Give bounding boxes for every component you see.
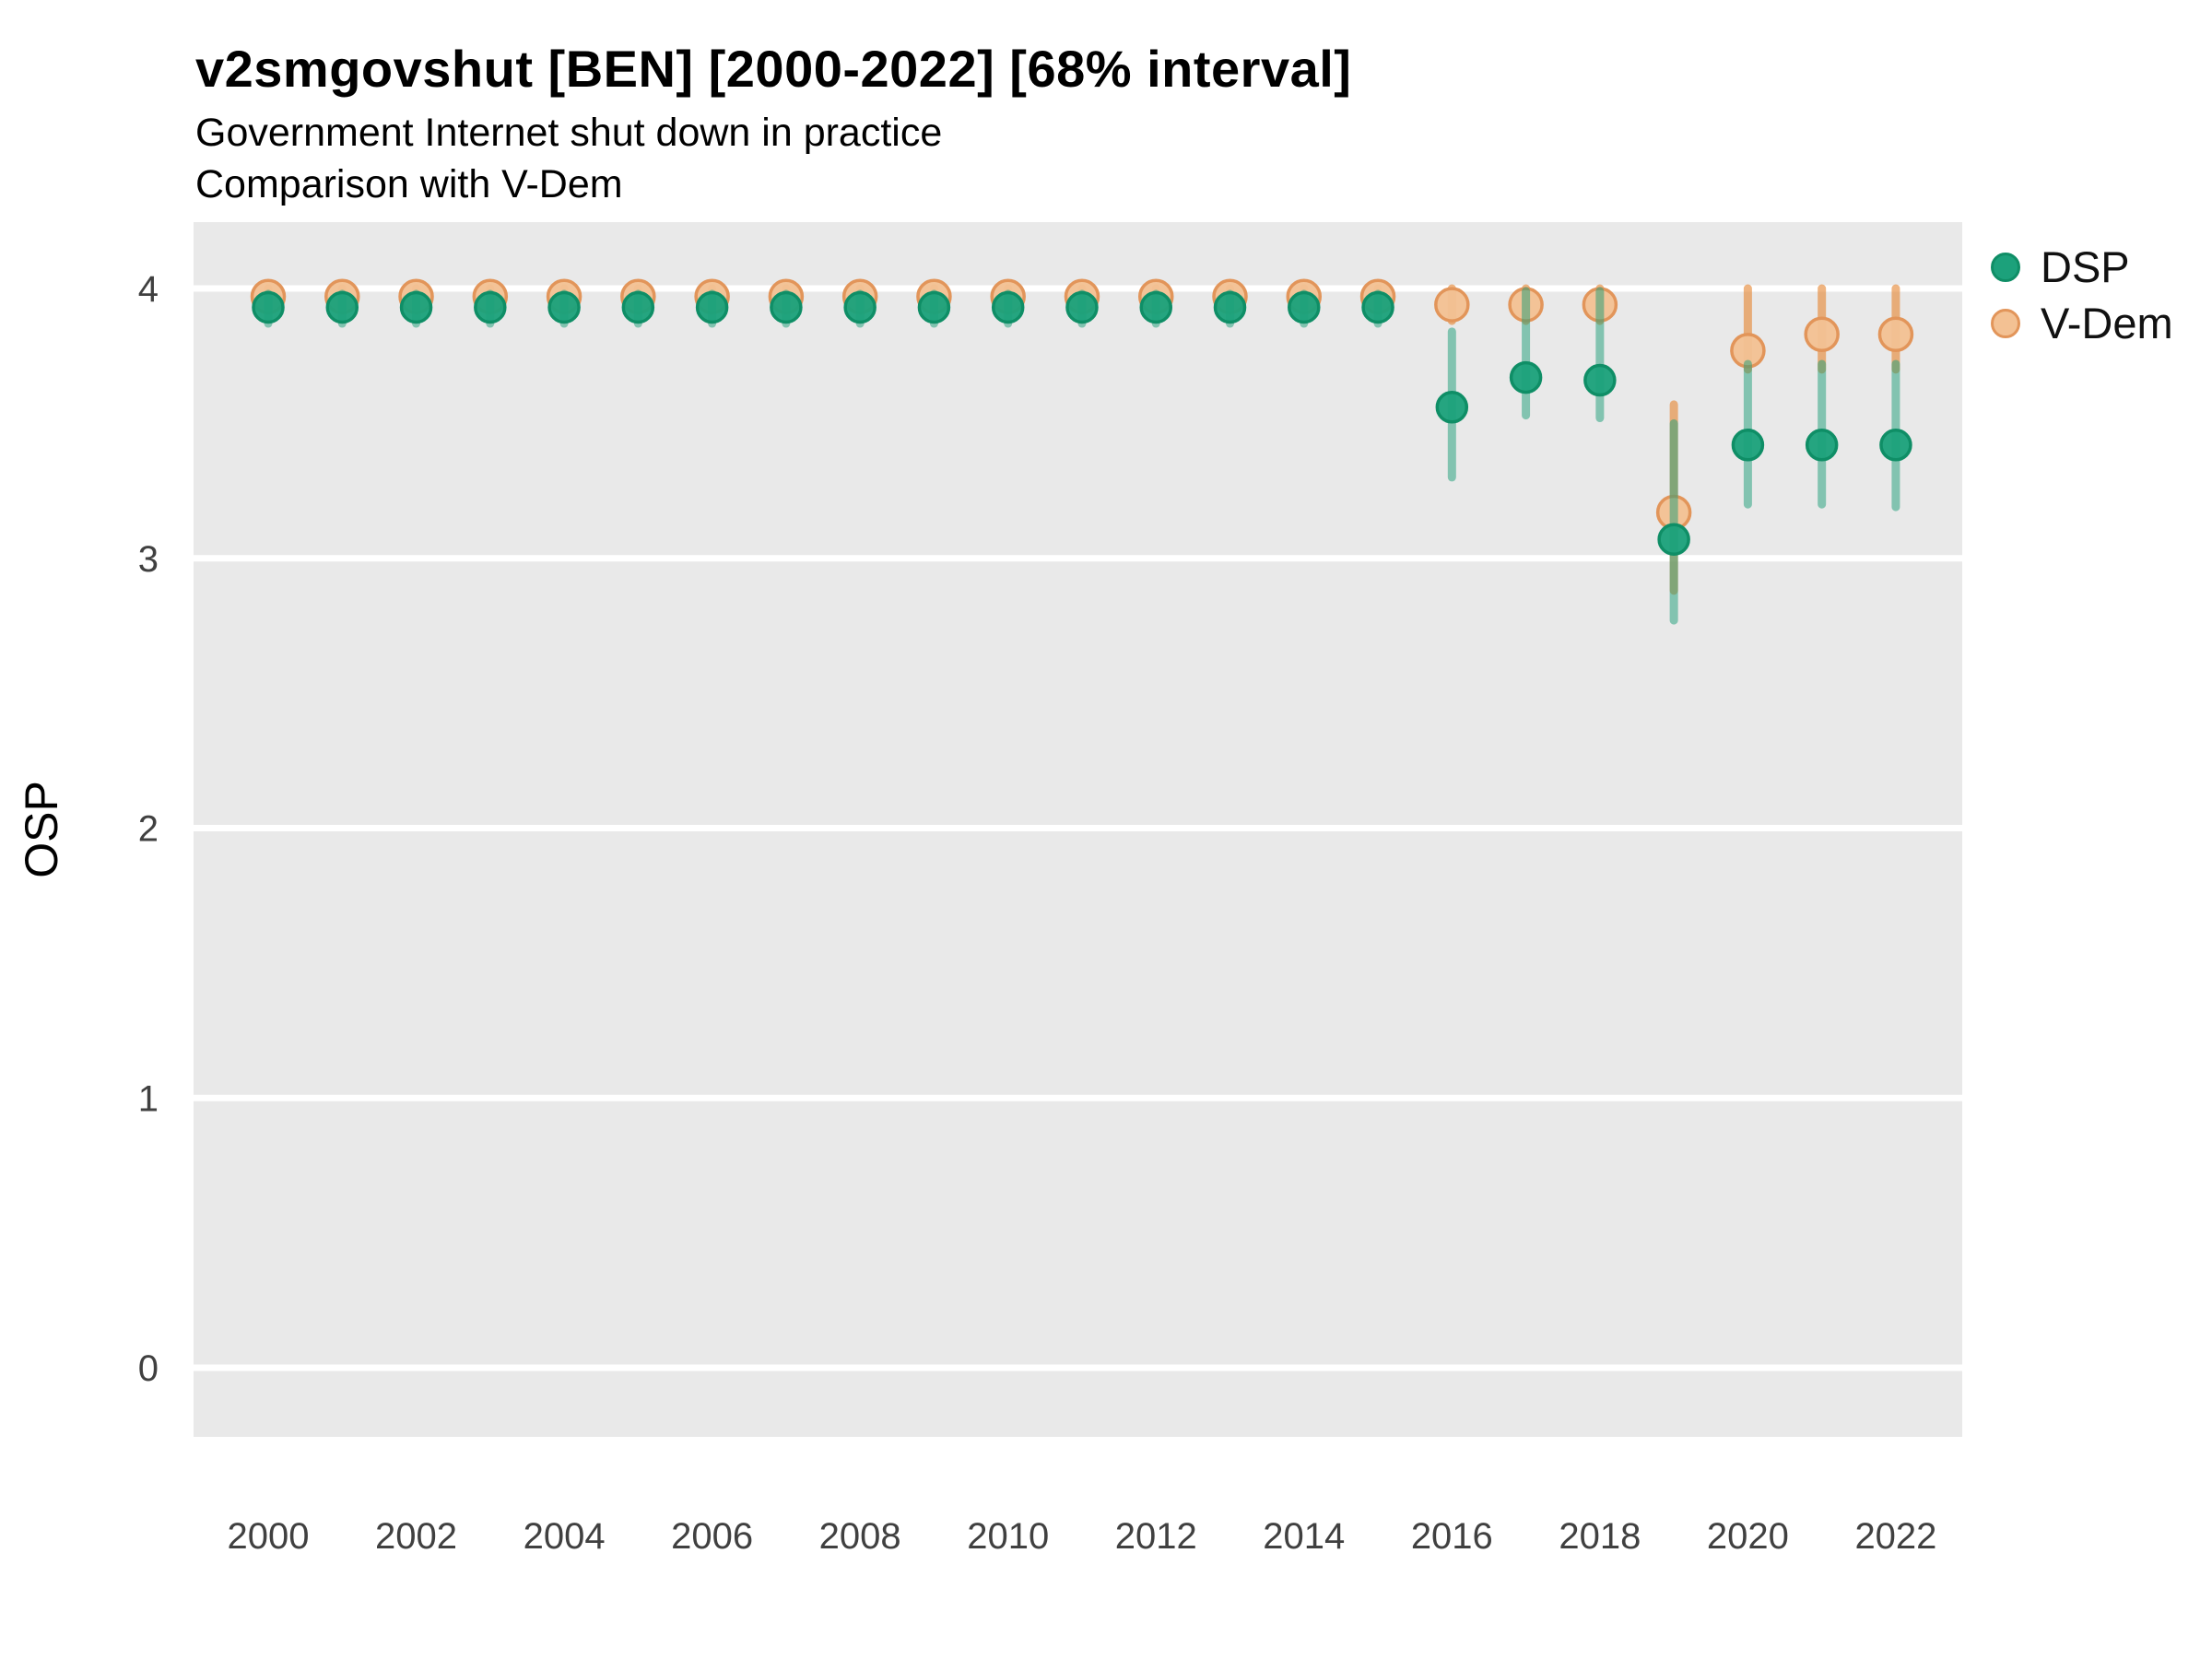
- y-tick-label: 0: [138, 1348, 159, 1389]
- x-tick-label: 2022: [1854, 1516, 1936, 1557]
- vdem-legend-swatch-icon: [1991, 308, 2020, 338]
- x-tick-label: 2002: [375, 1516, 457, 1557]
- legend: DSP V-Dem: [1991, 245, 2173, 345]
- dsp-point: [1657, 523, 1690, 557]
- x-tick-label: 2008: [819, 1516, 901, 1557]
- dsp-legend-label: DSP: [2041, 242, 2130, 291]
- vdem-point: [1434, 287, 1470, 323]
- chart-subtitle: Government Internet shut down in practic…: [195, 111, 943, 155]
- dsp-point: [917, 290, 951, 324]
- dsp-point: [695, 290, 729, 324]
- dsp-point: [1731, 429, 1765, 462]
- chart-title: v2smgovshut [BEN] [2000-2022] [68% inter…: [195, 40, 1352, 98]
- dsp-point: [1288, 290, 1321, 324]
- x-tick-label: 2012: [1115, 1516, 1197, 1557]
- x-tick-label: 2000: [228, 1516, 310, 1557]
- dsp-point: [843, 290, 877, 324]
- x-tick-label: 2016: [1411, 1516, 1493, 1557]
- x-tick-label: 2006: [671, 1516, 753, 1557]
- x-tick-label: 2014: [1263, 1516, 1345, 1557]
- dsp-point: [770, 290, 803, 324]
- y-tick-label: 4: [138, 269, 159, 310]
- dsp-point: [621, 290, 655, 324]
- dsp-point: [1509, 360, 1543, 394]
- legend-item-vdem: V-Dem: [1991, 301, 2173, 345]
- dsp-point: [1805, 429, 1839, 462]
- vdem-point: [1877, 316, 1914, 353]
- dsp-point: [1065, 290, 1099, 324]
- y-axis-title: OSP: [16, 781, 67, 878]
- dsp-legend-swatch-icon: [1991, 252, 2020, 282]
- dsp-point: [1435, 391, 1469, 424]
- dsp-point: [991, 290, 1025, 324]
- x-tick-label: 2018: [1559, 1516, 1641, 1557]
- dsp-point: [547, 290, 581, 324]
- x-tick-label: 2010: [967, 1516, 1049, 1557]
- dsp-point: [1361, 290, 1394, 324]
- vdem-point: [1804, 316, 1840, 353]
- y-tick-label: 1: [138, 1078, 159, 1119]
- vdem-legend-label: V-Dem: [2041, 299, 2173, 347]
- x-tick-label: 2004: [524, 1516, 606, 1557]
- chart-subtitle-2: Comparison with V-Dem: [195, 162, 623, 206]
- dsp-point: [325, 290, 359, 324]
- dsp-point: [1583, 363, 1617, 397]
- dsp-point: [1139, 290, 1172, 324]
- dsp-point: [399, 290, 433, 324]
- dsp-point: [252, 290, 285, 324]
- x-tick-label: 2020: [1707, 1516, 1789, 1557]
- dsp-point: [1213, 290, 1247, 324]
- dsp-point: [474, 290, 507, 324]
- legend-item-dsp: DSP: [1991, 245, 2173, 288]
- dsp-point: [1879, 429, 1912, 462]
- y-tick-label: 2: [138, 809, 159, 850]
- y-tick-label: 3: [138, 539, 159, 580]
